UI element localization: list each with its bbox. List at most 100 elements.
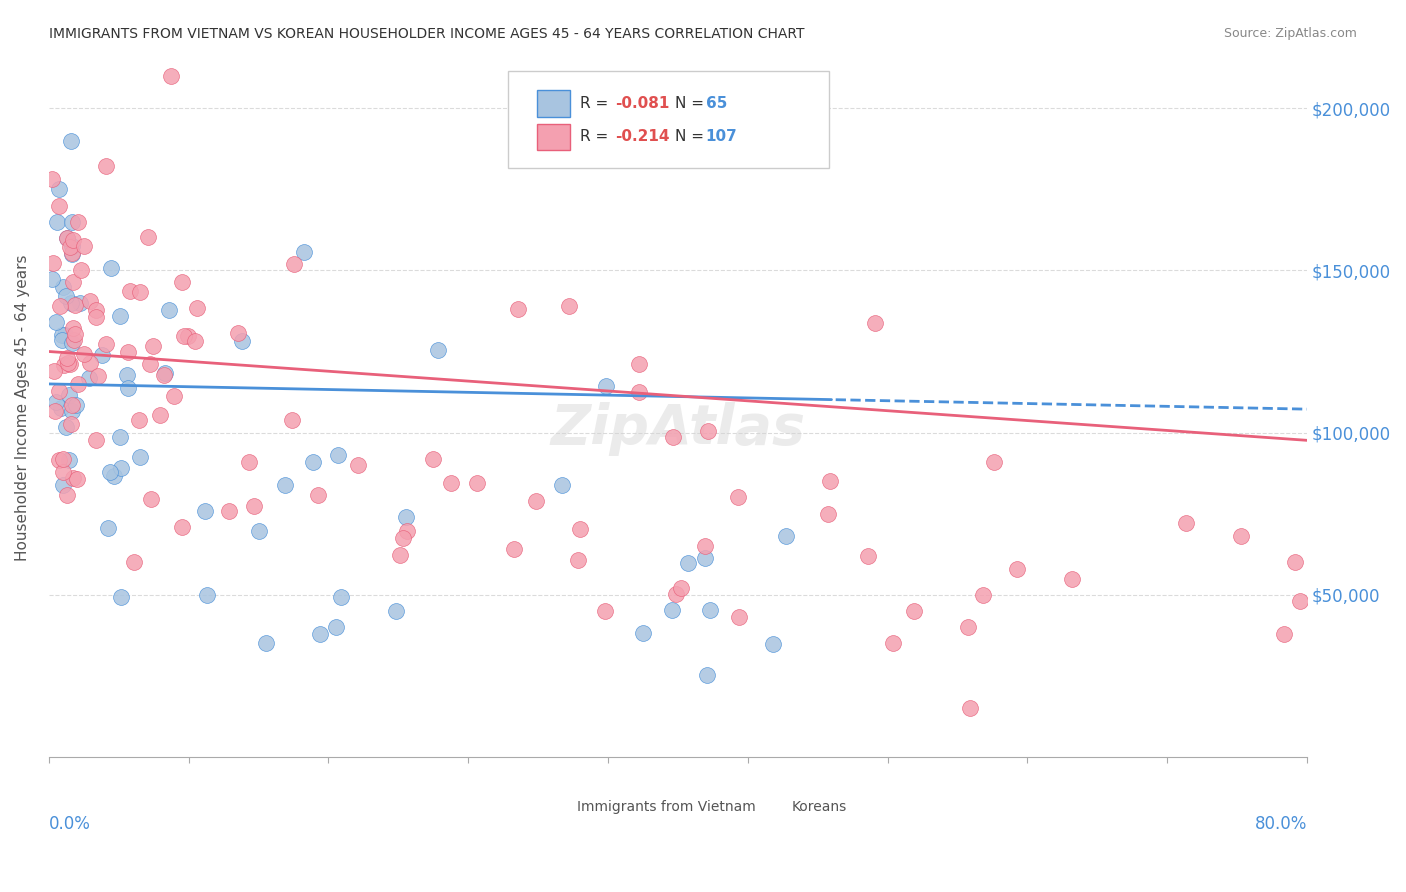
Point: [243, 499, 266, 513]
Point: [48, 198, 70, 212]
Point: [231, 334, 253, 348]
Point: [67, 215, 90, 229]
Point: [153, 368, 176, 382]
Text: 107: 107: [706, 129, 737, 145]
Text: Koreans: Koreans: [792, 800, 846, 814]
Point: [440, 476, 463, 491]
Point: [62, 276, 84, 290]
Point: [389, 549, 412, 563]
Point: [59, 357, 82, 371]
Point: [972, 588, 994, 602]
Point: [177, 328, 200, 343]
Point: [728, 610, 751, 624]
Point: [328, 448, 350, 462]
Point: [762, 637, 785, 651]
Point: [159, 69, 181, 83]
Point: [274, 477, 297, 491]
Point: [55, 419, 77, 434]
Point: [56, 488, 79, 502]
Point: [959, 701, 981, 715]
Point: [52, 478, 75, 492]
Point: [120, 284, 142, 298]
Point: [52, 451, 75, 466]
Point: [110, 310, 132, 324]
Point: [593, 604, 616, 618]
Point: [309, 626, 332, 640]
Point: [218, 503, 240, 517]
Point: [628, 357, 651, 371]
Point: [65, 298, 87, 312]
Text: R =: R =: [579, 129, 613, 145]
Point: [173, 329, 195, 343]
Point: [550, 478, 572, 492]
Point: [172, 275, 194, 289]
Point: [84, 310, 107, 325]
Point: [325, 620, 347, 634]
Point: [60, 417, 83, 431]
Point: [696, 424, 718, 438]
Point: [183, 334, 205, 348]
Point: [254, 636, 277, 650]
Point: [58, 453, 80, 467]
Point: [59, 296, 82, 310]
Text: N =: N =: [675, 96, 709, 111]
Point: [94, 159, 117, 173]
Point: [56, 231, 79, 245]
Point: [238, 455, 260, 469]
Point: [524, 494, 547, 508]
Point: [56, 351, 79, 365]
Point: [157, 303, 180, 318]
Point: [1230, 529, 1253, 543]
Point: [94, 337, 117, 351]
Point: [142, 338, 165, 352]
Y-axis label: Householder Income Ages 45 - 64 years: Householder Income Ages 45 - 64 years: [15, 255, 30, 561]
Point: [1284, 555, 1306, 569]
Point: [427, 343, 450, 358]
Point: [384, 604, 406, 618]
Text: 0.0%: 0.0%: [49, 815, 90, 833]
Bar: [756, 792, 783, 822]
Point: [1175, 516, 1198, 531]
Point: [79, 356, 101, 370]
Point: [138, 357, 160, 371]
Text: -0.214: -0.214: [614, 129, 669, 145]
Point: [302, 454, 325, 468]
Point: [671, 581, 693, 595]
Point: [77, 370, 100, 384]
Point: [60, 404, 83, 418]
Point: [665, 587, 688, 601]
Point: [194, 504, 217, 518]
Point: [60, 215, 83, 229]
Point: [98, 465, 121, 479]
Point: [1060, 572, 1083, 586]
Point: [103, 469, 125, 483]
Point: [79, 294, 101, 309]
Point: [110, 430, 132, 444]
Point: [60, 336, 83, 351]
Point: [51, 333, 73, 347]
Point: [52, 279, 75, 293]
Point: [863, 316, 886, 330]
Point: [73, 239, 96, 253]
Point: [70, 262, 93, 277]
Point: [51, 328, 73, 343]
Bar: [537, 90, 569, 117]
Text: Immigrants from Vietnam: Immigrants from Vietnam: [578, 800, 756, 814]
Point: [882, 636, 904, 650]
Point: [465, 475, 488, 490]
Point: [65, 398, 87, 412]
Point: [41, 172, 63, 186]
Point: [631, 626, 654, 640]
Point: [52, 465, 75, 479]
Text: -0.081: -0.081: [614, 96, 669, 111]
Point: [67, 376, 90, 391]
Point: [226, 326, 249, 341]
Text: ZipAtlas: ZipAtlas: [550, 402, 806, 456]
Point: [153, 366, 176, 380]
Text: 80.0%: 80.0%: [1254, 815, 1308, 833]
Point: [346, 458, 368, 473]
Point: [696, 668, 718, 682]
Point: [41, 272, 63, 286]
Point: [48, 182, 70, 196]
Point: [90, 348, 112, 362]
